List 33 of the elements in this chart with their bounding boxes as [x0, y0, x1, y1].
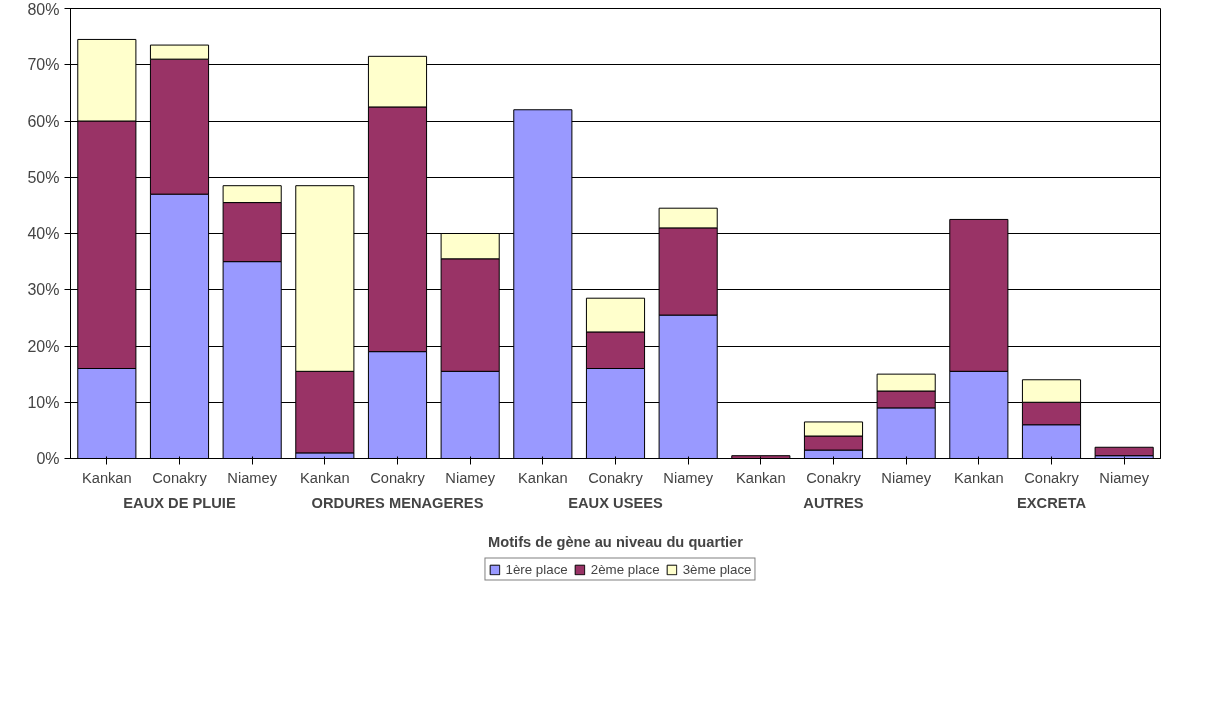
y-tick-label: 50% [27, 168, 60, 186]
legend-label: 1ère place [505, 561, 568, 577]
x-tick-label: Kankan [735, 469, 786, 486]
y-tick-label: 30% [27, 281, 60, 299]
x-tick-label: Conakry [806, 469, 862, 486]
y-tick-label: 70% [27, 56, 60, 74]
text: EAUX USEES [568, 494, 663, 511]
y-tick-label: 80% [27, 0, 60, 18]
text: AUTRES [803, 494, 864, 511]
x-tick-label: Conakry [370, 469, 426, 486]
x-tick-label: Conakry [588, 469, 644, 486]
x-tick-label: Niamey [663, 469, 714, 486]
y-tick-label: 60% [27, 112, 60, 130]
x-axis-title: Motifs de gène au niveau du quartier [488, 533, 744, 550]
x-tick-label: Niamey [881, 469, 932, 486]
x-tick-label: Niamey [227, 469, 278, 486]
x-tick-label: Niamey [1099, 469, 1150, 486]
y-tick-label: 40% [27, 225, 60, 242]
x-tick-label: Kankan [953, 469, 1004, 486]
legend-label: 2ème place [590, 561, 660, 577]
text: ORDURES MENAGERES [311, 494, 484, 511]
legend-label: 3ème place [682, 561, 752, 577]
x-tick-label: Conakry [152, 469, 208, 486]
y-tick-label: 20% [27, 337, 60, 355]
x-tick-label: Niamey [445, 469, 496, 486]
x-tick-label: Conakry [1024, 469, 1080, 486]
y-tick-label: 0% [36, 450, 60, 467]
x-tick-label: Kankan [517, 469, 568, 486]
y-tick-label: 10% [27, 393, 60, 411]
x-tick-label: Kankan [299, 469, 350, 486]
text: EAUX DE PLUIE [123, 494, 236, 511]
text: EXCRETA [1017, 494, 1087, 511]
x-tick-label: Kankan [81, 469, 132, 486]
